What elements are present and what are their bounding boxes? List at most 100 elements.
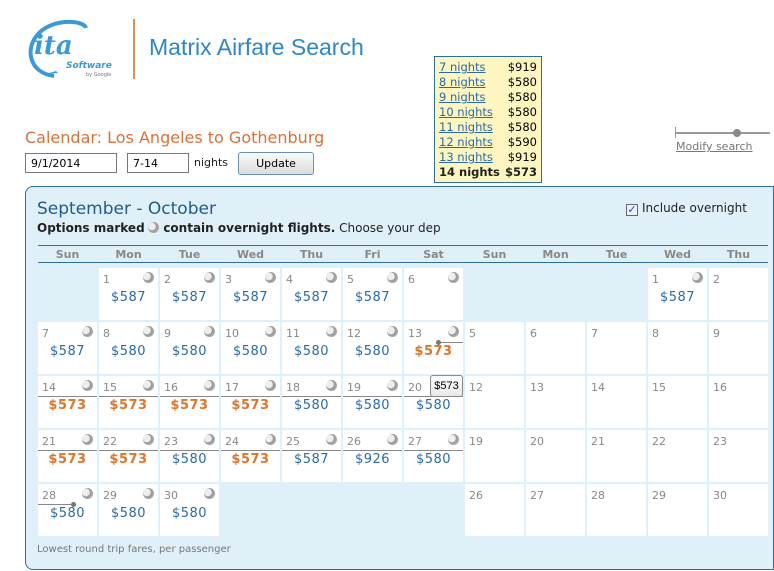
fare-price[interactable]: $580 — [293, 344, 330, 359]
calendar-day-cell[interactable]: 4 $587 — [282, 268, 341, 320]
fare-price[interactable]: $580 — [110, 344, 147, 359]
fare-price[interactable]: $580 — [354, 344, 391, 359]
fare-price[interactable]: $573 — [414, 344, 453, 359]
fare-price[interactable]: $573 — [109, 398, 148, 413]
calendar-day-cell[interactable]: 14 $573 — [38, 376, 97, 428]
fare-price[interactable]: $587 — [293, 452, 330, 467]
fare-price[interactable]: $573 — [170, 398, 209, 413]
calendar-day-cell[interactable]: 24 $573 — [221, 430, 280, 482]
calendar-day-cell[interactable]: 15 $573 — [99, 376, 158, 428]
fare-price[interactable]: $573 — [48, 452, 87, 467]
overnight-moon-icon — [448, 326, 459, 337]
calendar-day-cell[interactable]: 16 $573 — [160, 376, 219, 428]
calendar-day-cell[interactable]: 26 $926 — [343, 430, 402, 482]
calendar-day-cell[interactable]: 27 $580 — [404, 430, 463, 482]
nights-option-label[interactable]: 9 nights — [439, 90, 486, 104]
calendar-day-cell[interactable]: 1 $587 — [648, 268, 707, 320]
modify-search-link[interactable]: Modify search — [676, 140, 753, 153]
nights-option-label[interactable]: 13 nights — [439, 150, 493, 164]
calendar-day-cell[interactable]: 25 $587 — [282, 430, 341, 482]
include-overnight-toggle[interactable]: ✓ Include overnight — [626, 201, 747, 216]
calendar-day-cell[interactable]: 18 $580 — [282, 376, 341, 428]
calendar-day-cell[interactable]: 23 $580 — [160, 430, 219, 482]
empty-cell — [526, 268, 585, 320]
fare-price[interactable]: $587 — [232, 290, 269, 305]
nights-option[interactable]: 11 nights $580 — [439, 120, 537, 135]
fare-price[interactable]: $580 — [49, 506, 86, 521]
day-number: 6 — [530, 327, 537, 340]
calendar-day-cell[interactable]: 3 $587 — [221, 268, 280, 320]
include-overnight-checkbox[interactable]: ✓ — [626, 203, 638, 216]
date-range-handle[interactable] — [436, 340, 441, 345]
fare-price[interactable]: $587 — [659, 290, 696, 305]
calendar-day-cell[interactable]: 19 $580 — [343, 376, 402, 428]
nights-option[interactable]: 14 nights $573 — [439, 165, 537, 180]
nights-option-label[interactable]: 11 nights — [439, 120, 493, 134]
fare-price[interactable]: $580 — [415, 452, 452, 467]
calendar-day-cell[interactable]: 28 $580 — [38, 484, 97, 536]
nights-option-label[interactable]: 7 nights — [439, 60, 486, 74]
nights-option-label[interactable]: 12 nights — [439, 135, 493, 149]
day-number: 23 — [164, 435, 178, 448]
calendar-day-cell[interactable]: 8 $580 — [99, 322, 158, 374]
calendar-day-cell[interactable]: 2 $587 — [160, 268, 219, 320]
nights-option[interactable]: 9 nights $580 — [439, 90, 537, 105]
calendar-day-cell: 12 — [465, 376, 524, 428]
fare-price[interactable]: $573 — [231, 398, 270, 413]
calendar-day-cell[interactable]: 29 $580 — [99, 484, 158, 536]
svg-text:by Google: by Google — [86, 72, 111, 78]
day-number: 9 — [713, 327, 720, 340]
fare-price[interactable]: $587 — [354, 290, 391, 305]
fare-price[interactable]: $587 — [293, 290, 330, 305]
calendar-day-cell[interactable]: 1 $587 — [99, 268, 158, 320]
fare-price[interactable]: $587 — [110, 290, 147, 305]
day-number: 20 — [530, 435, 544, 448]
fare-price[interactable]: $573 — [231, 452, 270, 467]
fare-price[interactable]: $580 — [354, 398, 391, 413]
calendar-day-cell[interactable]: 30 $580 — [160, 484, 219, 536]
nights-option-price: $919 — [507, 150, 537, 164]
fare-price[interactable]: $580 — [171, 506, 208, 521]
date-range-line — [221, 450, 280, 451]
nights-option-label[interactable]: 10 nights — [439, 105, 493, 119]
day-number: 16 — [713, 381, 727, 394]
nights-option-price: $580 — [507, 120, 537, 134]
calendar-day-cell[interactable]: 21 $573 — [38, 430, 97, 482]
nights-range-input[interactable] — [127, 153, 189, 173]
fare-price[interactable]: $580 — [232, 344, 269, 359]
nights-option[interactable]: 10 nights $580 — [439, 105, 537, 120]
nights-option-label[interactable]: 8 nights — [439, 75, 486, 89]
fare-price[interactable]: $580 — [293, 398, 330, 413]
calendar-day-cell[interactable]: 9 $580 — [160, 322, 219, 374]
weekday-header: Sun — [55, 248, 80, 261]
day-number: 8 — [103, 327, 110, 340]
fare-price[interactable]: $587 — [171, 290, 208, 305]
overnight-moon-icon — [148, 222, 160, 233]
calendar-day-cell[interactable]: 7 $587 — [38, 322, 97, 374]
start-date-input[interactable] — [25, 153, 117, 173]
calendar-day-cell[interactable]: 10 $580 — [221, 322, 280, 374]
update-button[interactable]: Update — [238, 152, 314, 175]
calendar-day-cell[interactable]: 13 $573 — [404, 322, 463, 374]
overnight-moon-icon — [387, 434, 398, 445]
nights-option[interactable]: 12 nights $590 — [439, 135, 537, 150]
calendar-day-cell[interactable]: 5 $587 — [343, 268, 402, 320]
calendar-day-cell[interactable]: 11 $580 — [282, 322, 341, 374]
fare-price[interactable]: $580 — [171, 344, 208, 359]
fare-price[interactable]: $580 — [415, 398, 452, 413]
nights-option-label[interactable]: 14 nights — [439, 165, 500, 179]
nights-option[interactable]: 13 nights $919 — [439, 150, 537, 165]
fare-price[interactable]: $580 — [171, 452, 208, 467]
fare-price[interactable]: $573 — [109, 452, 148, 467]
fare-price[interactable]: $926 — [354, 452, 391, 467]
fare-price[interactable]: $580 — [110, 506, 147, 521]
nights-option[interactable]: 7 nights $919 — [439, 60, 537, 75]
day-number: 3 — [225, 273, 232, 286]
fare-price[interactable]: $587 — [49, 344, 86, 359]
calendar-day-cell[interactable]: 22 $573 — [99, 430, 158, 482]
calendar-day-cell[interactable]: 17 $573 — [221, 376, 280, 428]
nights-option[interactable]: 8 nights $580 — [439, 75, 537, 90]
fare-price[interactable]: $573 — [48, 398, 87, 413]
calendar-day-cell[interactable]: 12 $580 — [343, 322, 402, 374]
date-range-handle[interactable] — [71, 502, 76, 507]
